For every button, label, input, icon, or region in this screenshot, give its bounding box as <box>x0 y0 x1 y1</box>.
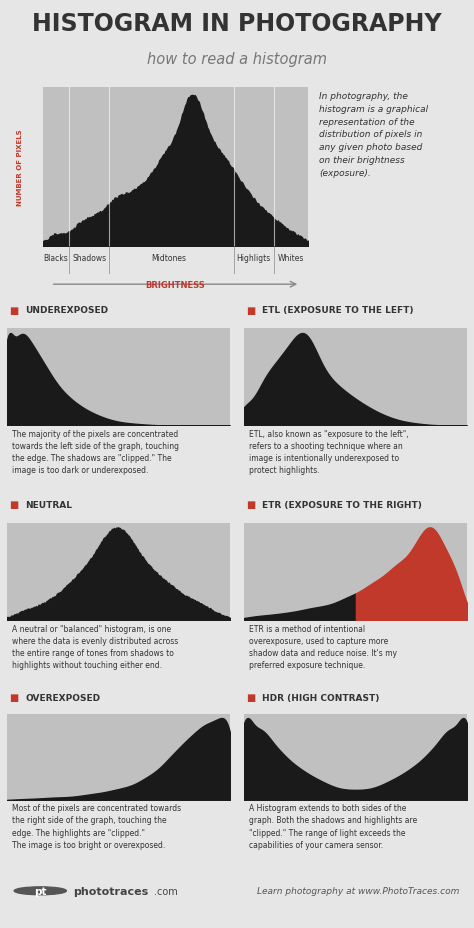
Text: A Histogram extends to both sides of the
graph. Both the shadows and highlights : A Histogram extends to both sides of the… <box>249 804 417 849</box>
Text: Whites: Whites <box>278 253 304 263</box>
Text: BRIGHTNESS: BRIGHTNESS <box>146 280 205 290</box>
Text: Highligts: Highligts <box>237 253 271 263</box>
Text: Blacks: Blacks <box>44 253 68 263</box>
Text: NUMBER OF PIXELS: NUMBER OF PIXELS <box>17 129 23 206</box>
Text: Most of the pixels are concentrated towards
the right side of the graph, touchin: Most of the pixels are concentrated towa… <box>12 804 181 849</box>
Text: ETR (EXPOSURE TO THE RIGHT): ETR (EXPOSURE TO THE RIGHT) <box>263 500 422 509</box>
Text: ETR is a method of intentional
overexposure, used to capture more
shadow data an: ETR is a method of intentional overexpos… <box>249 624 397 669</box>
Text: In photography, the
histogram is a graphical
representation of the
distribution : In photography, the histogram is a graph… <box>319 92 428 178</box>
Text: ■: ■ <box>246 305 255 316</box>
Text: ■: ■ <box>246 499 255 509</box>
Text: UNDEREXPOSED: UNDEREXPOSED <box>26 306 109 316</box>
Circle shape <box>14 887 66 895</box>
Text: phototraces: phototraces <box>73 886 149 896</box>
Text: ■: ■ <box>9 499 18 509</box>
Text: Learn photography at www.PhotoTraces.com: Learn photography at www.PhotoTraces.com <box>257 886 460 896</box>
Text: The majority of the pixels are concentrated
towards the left side of the graph, : The majority of the pixels are concentra… <box>12 430 179 475</box>
Text: pt: pt <box>34 886 46 896</box>
Text: ■: ■ <box>9 305 18 316</box>
Text: ETL, also known as "exposure to the left",
refers to a shooting technique where : ETL, also known as "exposure to the left… <box>249 430 408 475</box>
Text: Shadows: Shadows <box>72 253 106 263</box>
Text: NEUTRAL: NEUTRAL <box>26 500 73 509</box>
Text: .com: .com <box>154 886 178 896</box>
Text: HISTOGRAM IN PHOTOGRAPHY: HISTOGRAM IN PHOTOGRAPHY <box>32 12 442 35</box>
Text: ■: ■ <box>246 692 255 702</box>
Text: A neutral or "balanced" histogram, is one
where the data is evenly distributed a: A neutral or "balanced" histogram, is on… <box>12 624 178 669</box>
Text: how to read a histogram: how to read a histogram <box>147 52 327 67</box>
Text: ■: ■ <box>9 692 18 702</box>
Text: Midtones: Midtones <box>151 253 186 263</box>
Text: HDR (HIGH CONTRAST): HDR (HIGH CONTRAST) <box>263 693 380 702</box>
Text: ETL (EXPOSURE TO THE LEFT): ETL (EXPOSURE TO THE LEFT) <box>263 306 414 316</box>
Text: OVEREXPOSED: OVEREXPOSED <box>26 693 100 702</box>
